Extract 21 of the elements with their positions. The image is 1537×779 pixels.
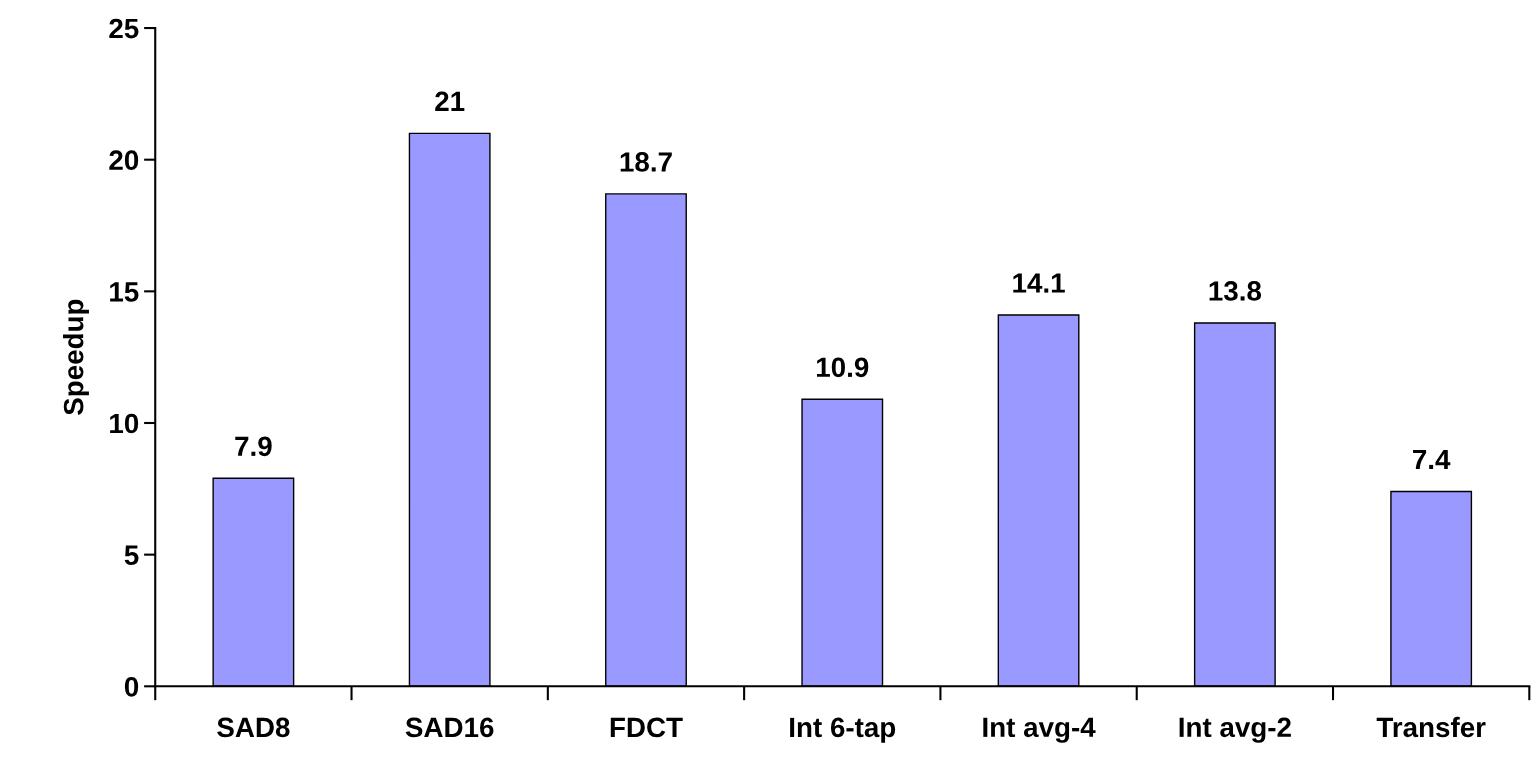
data-label: 13.8	[1209, 281, 1262, 301]
data-label: 18.7	[620, 152, 672, 172]
y-tick-label: 0	[124, 676, 139, 697]
data-label: 10.9	[817, 357, 869, 378]
x-tick-label: FDCT	[610, 717, 683, 738]
x-tick-label: SAD8	[217, 717, 290, 738]
data-label: 7.4	[1413, 449, 1451, 470]
x-tick-label: Int 6-tap	[790, 717, 896, 743]
x-tick-label: SAD16	[405, 717, 494, 738]
x-tick-label: Int avg-4	[983, 717, 1096, 743]
x-tick-label: Int avg-2	[1179, 717, 1291, 743]
y-tick-label: 15	[110, 282, 139, 302]
data-label: 21	[435, 91, 465, 111]
x-tick-label: Transfer	[1376, 716, 1486, 738]
y-tick-label: 10	[110, 413, 139, 434]
data-label: 7.9	[235, 436, 272, 457]
data-label: 14.1	[1013, 273, 1065, 293]
y-axis-title: Speedup	[63, 299, 89, 416]
y-tick-label: 5	[124, 545, 139, 565]
y-tick-label: 20	[109, 150, 139, 171]
y-tick-label: 25	[109, 18, 139, 39]
